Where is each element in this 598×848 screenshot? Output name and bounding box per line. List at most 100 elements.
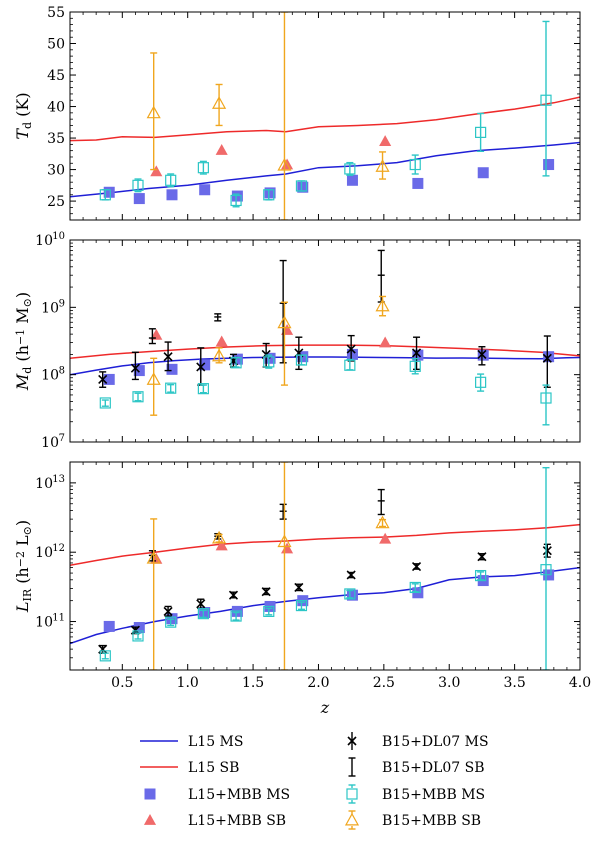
md-b15-dl07-ms-point xyxy=(196,362,206,372)
md-ylabel: Md (h−1 M⊙) xyxy=(13,292,34,391)
lir-b15-mbb-ms-point xyxy=(295,599,308,612)
lir-b15-mbb-ms-errorbar xyxy=(134,632,142,640)
td-l15-mbb-ms-point xyxy=(477,167,489,179)
lir-b15-mbb-ms-point xyxy=(263,605,275,618)
md-b15-mbb-ms-point xyxy=(540,392,552,404)
md-b15-mbb-ms-point xyxy=(263,356,275,368)
lir-b15-mbb-sb-point xyxy=(375,515,390,529)
lir-b15-dl07-ms-point xyxy=(542,546,552,556)
legend-b15-mbb-sb: B15+MBB SB xyxy=(344,810,481,830)
md-frame xyxy=(69,239,581,443)
md-b15-dl07-ms-point xyxy=(130,363,140,373)
md-ytick-exponent: 8 xyxy=(59,366,65,377)
md-b15-dl07-ms-point-stroke-b xyxy=(542,353,552,363)
md-b15-mbb-sb-point xyxy=(277,315,292,329)
lir-b15-dl07-ms-point-stroke-b xyxy=(346,570,356,580)
md-b15-dl07-sb-errorbar xyxy=(148,328,156,345)
lir-frame xyxy=(69,461,581,671)
td-b15-mbb-ms-errorbar xyxy=(167,173,175,188)
td-b15-mbb-ms-errorbar xyxy=(232,193,240,208)
td-b15-mbb-sb-errorbar xyxy=(280,12,288,220)
md-b15-dl07-ms-point xyxy=(411,348,422,358)
td-b15-mbb-ms-point xyxy=(99,189,111,201)
lir-b15-mbb-ms-errorbar xyxy=(167,618,175,627)
legend-b15-mbb-ms-label: B15+MBB MS xyxy=(382,787,485,803)
td-ylabel: Td (K) xyxy=(13,92,34,139)
td-ytick-label: 25 xyxy=(47,194,65,210)
lir-ylabel: LIR (h−2 L⊙) xyxy=(13,520,34,613)
md-ytick-exponent: 7 xyxy=(59,433,65,444)
td-b15-mbb-ms-point xyxy=(409,158,421,171)
td-l15-sb-line xyxy=(70,96,580,142)
md-ytick-label: 10 xyxy=(35,233,53,249)
td-b15-mbb-ms-point xyxy=(197,162,209,174)
md-b15-dl07-ms-errorbar xyxy=(478,346,486,366)
md-b15-mbb-ms-point xyxy=(230,357,242,369)
lir-xtick-label: 0.5 xyxy=(111,675,133,691)
td-l15-mbb-ms-point xyxy=(166,189,178,201)
lir-b15-dl07-ms-point xyxy=(411,562,422,572)
lir-b15-mbb-ms-errorbar xyxy=(232,611,240,621)
td-l15-mbb-ms-point xyxy=(133,193,145,205)
lir-l15-mbb-ms-point xyxy=(103,620,115,632)
md-b15-dl07-ms-point xyxy=(163,352,173,362)
lir-b15-dl07-ms-point xyxy=(163,606,173,616)
lir-b15-mbb-ms-point xyxy=(99,650,111,662)
td-ytick-label: 40 xyxy=(47,100,65,116)
md-ylabel-part: ⊙ xyxy=(21,298,34,307)
md-b15-dl07-ms-point-stroke-b xyxy=(130,363,140,373)
md-plot-area xyxy=(70,240,580,442)
lir-b15-mbb-ms-errorbar xyxy=(101,652,109,660)
lir-b15-mbb-sb-point xyxy=(212,530,227,544)
md-b15-mbb-ms-errorbar xyxy=(199,384,207,394)
md-b15-dl07-ms-point xyxy=(346,344,356,354)
td-l15-mbb-ms-point xyxy=(199,184,211,196)
md-ylabel-part: M xyxy=(13,307,32,328)
td-b15-mbb-sb-errorbar xyxy=(379,151,387,180)
md-b15-mbb-ms-errorbar xyxy=(167,383,175,393)
td-b15-mbb-sb-point xyxy=(212,96,227,109)
md-plot-marks xyxy=(70,249,580,426)
td-b15-mbb-ms-point xyxy=(344,163,356,175)
legend-l15-ms-label: L15 MS xyxy=(188,734,244,750)
legend-b15-mbb-ms: B15+MBB MS xyxy=(346,784,485,804)
lir-b15-mbb-sb-errorbar xyxy=(280,462,288,670)
lir-b15-mbb-ms-point xyxy=(344,588,356,600)
td-b15-mbb-ms-errorbar xyxy=(477,112,485,152)
lir-b15-dl07-ms-point-stroke-b xyxy=(163,606,173,616)
lir-b15-dl07-ms-point-stroke-b xyxy=(228,590,239,600)
td-l15-mbb-ms-point xyxy=(103,186,115,198)
md-l15-mbb-ms-point xyxy=(133,365,145,377)
lir-ytick-label: 10 xyxy=(35,476,53,492)
md-b15-mbb-ms-point xyxy=(295,354,308,366)
lir-l15-mbb-sb-point xyxy=(215,539,228,551)
md-l15-mbb-ms-point xyxy=(346,348,358,360)
legend: L15 MS L15 SB L15+MBB MS L15+MBB SB B15+DL07… xyxy=(140,732,489,830)
md-b15-dl07-ms-point xyxy=(542,353,552,363)
lir-b15-mbb-ms-errorbar xyxy=(411,583,419,593)
td-b15-mbb-ms-errorbar xyxy=(411,154,419,175)
lir-b15-mbb-ms-point xyxy=(197,608,209,620)
md-b15-dl07-ms-point xyxy=(477,349,487,359)
td-l15-ms-line xyxy=(70,141,580,198)
lir-b15-dl07-sb-errorbar xyxy=(377,488,385,516)
lir-b15-mbb-sb-errorbar xyxy=(215,533,223,543)
md-b15-mbb-ms-errorbar xyxy=(134,392,142,402)
lir-l15-mbb-ms-point xyxy=(199,607,211,619)
td-plot-area xyxy=(70,12,580,220)
md-b15-mbb-ms-point xyxy=(475,376,487,388)
md-ytick-label: 10 xyxy=(41,368,59,384)
md-b15-dl07-ms-point-stroke-b xyxy=(98,374,108,384)
md-b15-dl07-ms-errorbar xyxy=(543,335,551,388)
md-b15-dl07-ms-point-stroke-b xyxy=(163,352,173,362)
md-l15-ms-line xyxy=(70,356,580,376)
md-b15-dl07-ms-errorbar xyxy=(131,351,139,381)
md-b15-dl07-ms-point-stroke-b xyxy=(196,362,206,372)
lir-l15-sb-line xyxy=(70,523,580,566)
td-ytick-label: 35 xyxy=(47,131,65,147)
lir-b15-dl07-ms-point-stroke-b xyxy=(411,562,422,572)
lir-xlabel: z xyxy=(320,698,330,717)
md-b15-dl07-ms-point-stroke-b xyxy=(346,344,356,354)
